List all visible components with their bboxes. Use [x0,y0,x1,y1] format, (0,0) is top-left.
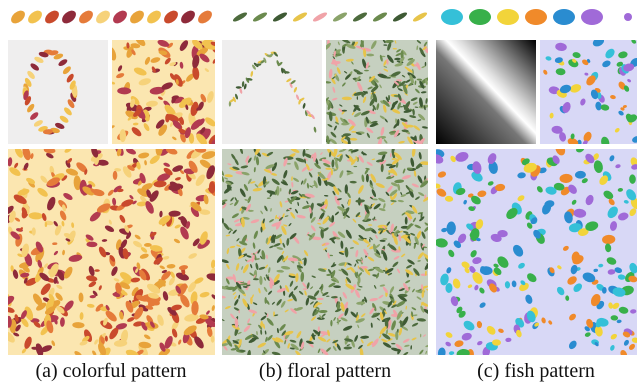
motif [317,298,324,300]
motif [9,8,28,26]
panel-b-small [326,40,428,144]
motif [352,11,368,23]
motif [111,8,130,26]
motif [196,8,215,26]
figure: (a) colorful pattern (b) floral pattern … [0,0,637,387]
motif [332,11,348,23]
motif [292,11,308,23]
motif [250,297,253,304]
motif [312,11,328,23]
motif [162,8,181,26]
motif [252,11,268,23]
motif [366,174,369,182]
motif [412,11,428,23]
motif [372,11,388,23]
motif [351,131,356,133]
motif [253,278,259,280]
motif [128,8,147,26]
motif [441,9,463,25]
motif [347,172,354,174]
motif [581,9,603,25]
motif [553,9,575,25]
motif [26,8,45,26]
motif [94,8,113,26]
motif [43,8,62,26]
motif [331,169,333,175]
motif [77,8,96,26]
motif [525,9,547,25]
motif [145,8,164,26]
panel-c-gradient [436,40,536,144]
motif [113,171,118,180]
caption: (c) fish pattern [477,360,595,382]
motif [469,9,491,25]
motif [120,129,127,142]
page: (a) colorful pattern (b) floral pattern … [0,0,637,387]
motif [624,13,632,21]
caption: (b) floral pattern [259,360,391,382]
motif [392,11,408,23]
motif [179,8,198,26]
caption: (a) colorful pattern [35,360,186,382]
texture [9,8,632,26]
motif [60,8,79,26]
motif [272,11,288,23]
motif [232,11,248,23]
motif [364,70,369,72]
motif [497,9,519,25]
